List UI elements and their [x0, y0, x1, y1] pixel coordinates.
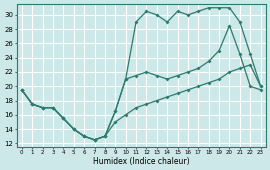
- X-axis label: Humidex (Indice chaleur): Humidex (Indice chaleur): [93, 157, 190, 166]
